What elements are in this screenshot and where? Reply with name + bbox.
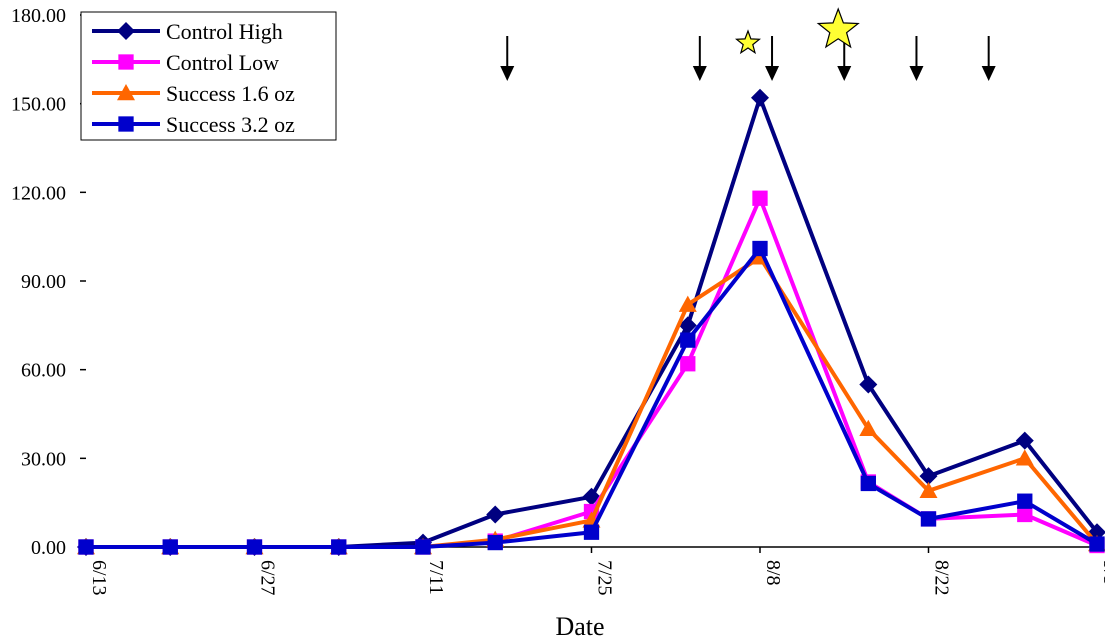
series-line	[86, 95, 1099, 549]
data-point	[117, 84, 135, 101]
legend-entry: Success 1.6 oz	[92, 81, 295, 106]
data-point	[1089, 536, 1105, 552]
data-point	[678, 316, 697, 335]
x-axis-label: Date	[555, 612, 604, 641]
down-arrow-icon	[692, 36, 707, 81]
data-point	[487, 534, 503, 551]
data-point	[920, 511, 937, 527]
data-point	[246, 539, 263, 555]
y-tick-label: 0.00	[31, 537, 66, 559]
data-point	[919, 467, 938, 486]
legend: Control High Control Low Success 1.6 oz Suc…	[80, 11, 337, 141]
data-point	[118, 54, 134, 70]
legend-entry: Success 3.2 oz	[92, 112, 295, 137]
legend-label: Control High	[166, 19, 283, 44]
y-tick-label: 30.00	[21, 448, 66, 470]
data-point	[919, 481, 938, 499]
down-arrow-icon	[981, 36, 996, 81]
data-point	[1017, 506, 1033, 523]
x-tick-label: 8/8	[762, 560, 784, 586]
data-point	[751, 88, 769, 107]
y-tick-label: 90.00	[21, 271, 66, 293]
data-point	[678, 295, 697, 312]
x-tick-label: 6/13	[88, 560, 110, 596]
data-point	[1017, 493, 1033, 509]
data-point	[583, 524, 600, 540]
data-point	[78, 539, 94, 555]
data-point	[859, 375, 878, 394]
series-layer	[77, 88, 1105, 556]
down-arrow-icon	[765, 36, 780, 81]
y-tick-label: 180.00	[11, 5, 66, 27]
axes-layer: 0.00 30.00 60.00 90.00 120.00 150.00 180.00 6/1…	[11, 5, 1105, 596]
data-point	[680, 332, 696, 348]
data-point	[118, 116, 134, 132]
arrow-head	[765, 66, 780, 81]
series-control-high	[77, 88, 1105, 556]
legend-entry: Control Low	[92, 50, 279, 75]
y-tick-label: 60.00	[21, 360, 66, 382]
x-tick-label: 7/25	[594, 560, 616, 596]
data-point	[1015, 431, 1034, 450]
data-point	[331, 539, 347, 555]
annotations-layer	[500, 7, 996, 81]
legend-label: Control Low	[166, 50, 279, 75]
y-tick-label: 150.00	[11, 94, 66, 116]
x-tick-label: 9/5	[1099, 560, 1105, 586]
data-point	[680, 356, 696, 372]
data-point	[859, 419, 878, 436]
data-point	[162, 539, 178, 555]
arrow-head	[500, 66, 515, 81]
arrow-head	[909, 66, 924, 81]
arrow-head	[692, 66, 707, 81]
data-point	[486, 505, 505, 524]
arrow-head	[837, 66, 852, 81]
data-point	[415, 539, 431, 555]
small-star-icon	[734, 29, 762, 55]
down-arrow-icon	[909, 36, 924, 81]
data-point	[860, 475, 876, 492]
series-success-3-2-oz	[78, 240, 1105, 555]
data-point	[117, 22, 135, 40]
legend-label: Success 3.2 oz	[166, 112, 295, 137]
data-point	[752, 240, 768, 257]
legend-label: Success 1.6 oz	[166, 81, 295, 106]
data-point	[1015, 449, 1034, 466]
legend-entry: Control High	[92, 19, 283, 44]
x-tick-label: 7/11	[425, 560, 447, 595]
down-arrow-icon	[500, 36, 515, 81]
arrow-head	[981, 66, 996, 81]
large-star-icon	[816, 7, 860, 49]
x-tick-label: 8/22	[931, 560, 953, 596]
x-tick-label: 6/27	[257, 560, 279, 596]
data-point	[752, 190, 768, 206]
y-tick-label: 120.00	[11, 182, 66, 204]
